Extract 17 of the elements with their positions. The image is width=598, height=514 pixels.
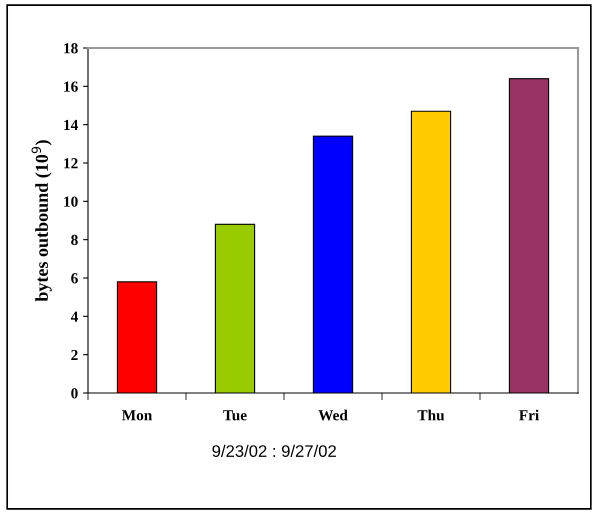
- x-tick-label: Fri: [519, 410, 539, 420]
- x-tick-label: Mon: [122, 410, 152, 420]
- y-tick-label: 10: [64, 196, 78, 207]
- x-tick-label: Wed: [318, 410, 348, 420]
- y-tick-label: 8: [71, 234, 78, 246]
- x-tick-label: Thu: [418, 410, 444, 420]
- x-tick-label: Tue: [223, 410, 247, 420]
- y-tick-label: 12: [64, 158, 78, 168]
- y-tick-label: 6: [71, 273, 78, 284]
- y-tick-label: 2: [71, 350, 78, 360]
- y-tick-label: 18: [64, 43, 78, 54]
- x-axis-title: 9/23/02 : 9/27/02: [212, 444, 336, 457]
- y-tick-label: 4: [70, 312, 78, 322]
- y-tick-label: 16: [64, 82, 78, 92]
- y-axis-title: bytes outbound (10$^{9}$): [31, 140, 52, 302]
- y-tick-label: 0: [71, 388, 78, 398]
- y-tick-label: 14: [64, 120, 78, 130]
